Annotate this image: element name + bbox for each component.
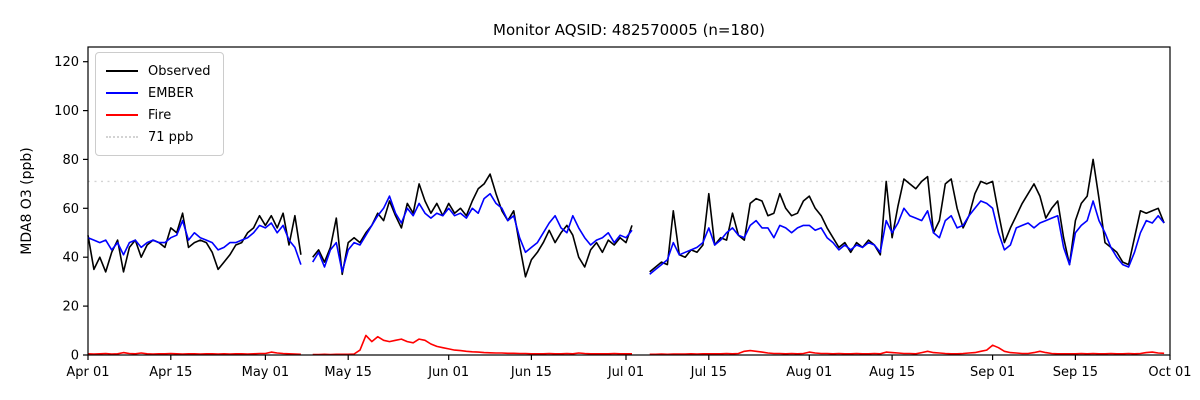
x-tick-label: Aug 15 [869, 365, 915, 380]
y-tick-label: 120 [54, 55, 79, 70]
x-tick-label: Sep 15 [1053, 365, 1098, 380]
x-tick-label: Jun 01 [427, 365, 469, 380]
x-tick-label: Jul 15 [690, 365, 727, 380]
legend-label: Fire [148, 107, 172, 123]
legend-label: EMBER [148, 85, 194, 101]
legend-item-ember: EMBER [106, 82, 211, 104]
legend-item-observed: Observed [106, 60, 211, 82]
legend-line-sample [106, 136, 138, 138]
x-tick-label: May 15 [324, 365, 372, 380]
x-tick-label: Oct 01 [1148, 365, 1191, 380]
legend-line-sample [106, 70, 138, 72]
y-tick-label: 20 [62, 300, 79, 315]
y-tick-label: 100 [54, 104, 79, 119]
series-line-fire [312, 334, 632, 356]
series-line-ember [87, 219, 302, 265]
series-line-observed [312, 173, 633, 278]
x-tick-label: Sep 01 [970, 365, 1015, 380]
y-tick-label: 60 [62, 202, 79, 217]
axes-frame [87, 46, 1171, 356]
x-tick-label: May 01 [242, 365, 290, 380]
series-line-ember [649, 200, 1165, 275]
series-line-observed [87, 212, 302, 273]
chart-title: Monitor AQSID: 482570005 (n=180) [493, 21, 765, 39]
x-tick-label: Apr 01 [66, 365, 109, 380]
series-line-fire [87, 351, 301, 356]
x-tick-label: Aug 01 [786, 365, 832, 380]
x-tick-label: Jun 15 [510, 365, 552, 380]
series-line-observed [649, 158, 1165, 273]
series-line-fire [649, 344, 1165, 356]
legend-label: Observed [148, 63, 211, 79]
series-line-ember [312, 192, 633, 273]
y-tick-label: 0 [71, 349, 79, 364]
legend-label: 71 ppb [148, 129, 194, 145]
y-tick-label: 40 [62, 251, 79, 266]
x-tick-label: Jul 01 [607, 365, 644, 380]
legend-line-sample [106, 92, 138, 94]
y-tick-label: 80 [62, 153, 79, 168]
x-tick-label: Apr 15 [149, 365, 192, 380]
legend: Observed EMBER Fire 71 ppb [95, 52, 224, 156]
legend-line-sample [106, 114, 138, 116]
y-axis-label: MDA8 O3 (ppb) [19, 147, 35, 255]
legend-item-fire: Fire [106, 104, 211, 126]
legend-item-71-ppb: 71 ppb [106, 126, 211, 148]
